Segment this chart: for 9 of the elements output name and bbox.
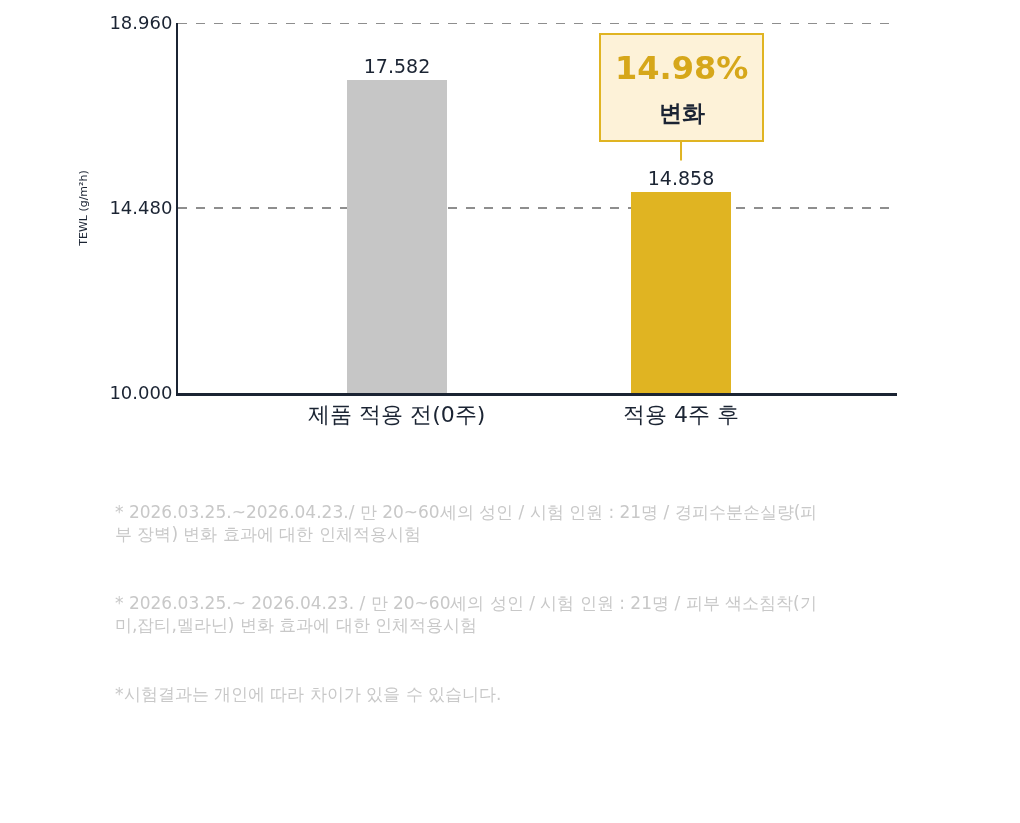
data-label: 14.858 [647, 167, 715, 189]
annotation: 14.98% 변화 [615, 49, 749, 126]
data-label: 17.582 [363, 55, 431, 77]
y-axis-title: TEWL (g/m²h) [76, 170, 90, 247]
x-tick-label: 제품 적용 전(0주) [308, 402, 486, 428]
y-tick-label: 18.960 [109, 12, 173, 34]
x-tick-label: 적용 4주 후 [623, 402, 740, 428]
y-tick-label: 10.000 [109, 382, 173, 404]
y-tick-label: 14.480 [109, 197, 173, 219]
